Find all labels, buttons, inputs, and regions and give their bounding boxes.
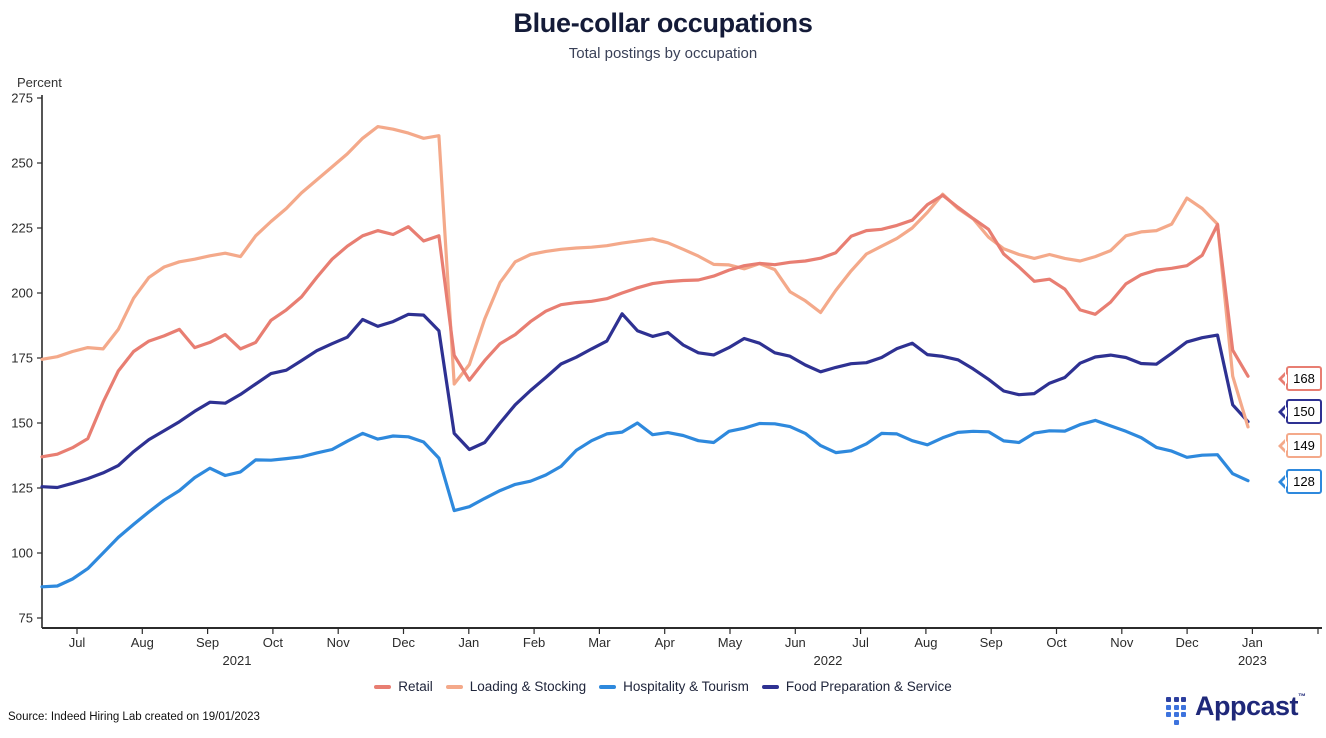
legend-item-retail: Retail — [374, 679, 433, 694]
svg-text:Nov: Nov — [327, 635, 351, 650]
svg-text:250: 250 — [11, 156, 33, 171]
svg-text:150: 150 — [11, 416, 33, 431]
callout-arrow — [1278, 371, 1285, 386]
logo-square — [1173, 712, 1179, 717]
end-label-food-preparation-service: 150 — [1278, 399, 1322, 424]
chart-legend: Retail Loading & Stocking Hospitality & To… — [0, 679, 1326, 694]
svg-text:Mar: Mar — [588, 635, 611, 650]
svg-text:275: 275 — [11, 91, 33, 106]
appcast-logo-icon — [1166, 697, 1188, 728]
svg-text:75: 75 — [19, 611, 33, 626]
svg-text:Dec: Dec — [392, 635, 416, 650]
y-axis-unit-label: Percent — [17, 75, 62, 90]
svg-text:200: 200 — [11, 286, 33, 301]
logo-square — [1181, 712, 1186, 717]
series-line-retail — [40, 193, 1250, 459]
svg-text:Feb: Feb — [523, 635, 545, 650]
series-line-hospitality-tourism — [40, 418, 1250, 589]
svg-text:Sep: Sep — [196, 635, 219, 650]
legend-item-food-preparation-service: Food Preparation & Service — [761, 679, 952, 694]
svg-text:Aug: Aug — [131, 635, 154, 650]
legend-label: Hospitality & Tourism — [623, 679, 749, 694]
y-axis-ticks: 275 250 225 200 175 150 125 100 75 — [11, 91, 42, 626]
svg-text:May: May — [718, 635, 743, 650]
callout-arrow-fill — [1282, 373, 1287, 384]
svg-text:Sep: Sep — [980, 635, 1003, 650]
page-subtitle: Total postings by occupation — [568, 45, 758, 62]
logo-square — [1173, 719, 1179, 725]
callout-arrow — [1278, 438, 1285, 453]
end-label-loading-stocking: 149 — [1278, 433, 1322, 458]
svg-text:Jan: Jan — [1242, 635, 1263, 650]
svg-text:Apr: Apr — [655, 635, 676, 650]
legend-marker — [599, 684, 617, 689]
svg-text:Nov: Nov — [1110, 635, 1134, 650]
legend-label: Retail — [398, 679, 433, 694]
series-lines — [40, 125, 1250, 589]
legend-label: Loading & Stocking — [469, 679, 587, 694]
svg-text:Jul: Jul — [69, 635, 86, 650]
legend-marker — [761, 684, 779, 689]
callout-arrow-fill — [1282, 406, 1287, 417]
logo-square — [1181, 697, 1186, 702]
logo-square — [1166, 712, 1171, 717]
legend-item-hospitality-tourism: Hospitality & Tourism — [599, 679, 749, 694]
axes — [41, 95, 1322, 629]
logo-square — [1166, 704, 1171, 710]
series-line-loading-stocking — [40, 125, 1250, 429]
logo-square — [1166, 697, 1171, 702]
svg-text:Jul: Jul — [852, 635, 869, 650]
end-label-retail: 168 — [1278, 366, 1322, 391]
svg-text:Dec: Dec — [1176, 635, 1200, 650]
end-label-hospitality-tourism: 128 — [1278, 469, 1322, 494]
svg-text:Jun: Jun — [785, 635, 806, 650]
svg-text:Oct: Oct — [1046, 635, 1067, 650]
appcast-logo-text: Appcast™ — [1195, 691, 1306, 721]
legend-marker — [445, 684, 463, 689]
appcast-logo: Appcast™ — [1166, 693, 1306, 728]
page-title: Blue-collar occupations — [513, 8, 813, 38]
svg-text:2022: 2022 — [813, 653, 842, 668]
legend-label: Food Preparation & Service — [785, 679, 952, 694]
series-line-food-preparation-service — [40, 312, 1250, 490]
svg-text:Oct: Oct — [263, 635, 284, 650]
logo-square — [1173, 704, 1179, 710]
source-note: Source: Indeed Hiring Lab created on 19/… — [8, 711, 260, 723]
callout-arrow-fill — [1282, 440, 1287, 451]
svg-text:2023: 2023 — [1238, 653, 1267, 668]
legend-marker — [374, 684, 392, 689]
logo-square — [1181, 704, 1186, 710]
svg-text:175: 175 — [11, 351, 33, 366]
svg-text:Jan: Jan — [458, 635, 479, 650]
svg-text:225: 225 — [11, 221, 33, 236]
x-axis-ticks: Jul Aug Sep Oct Nov Dec Jan Feb Mar Apr May Jun Jul A… — [69, 628, 1319, 668]
legend-item-loading-stocking: Loading & Stocking — [445, 679, 587, 694]
svg-text:125: 125 — [11, 481, 33, 496]
trademark-symbol: ™ — [1298, 692, 1306, 701]
svg-text:100: 100 — [11, 546, 33, 561]
callout-arrow — [1278, 404, 1285, 419]
svg-text:Aug: Aug — [914, 635, 937, 650]
callout-arrow — [1278, 474, 1285, 489]
svg-text:2021: 2021 — [223, 653, 252, 668]
callout-arrow-fill — [1282, 476, 1287, 487]
logo-square — [1173, 697, 1179, 702]
